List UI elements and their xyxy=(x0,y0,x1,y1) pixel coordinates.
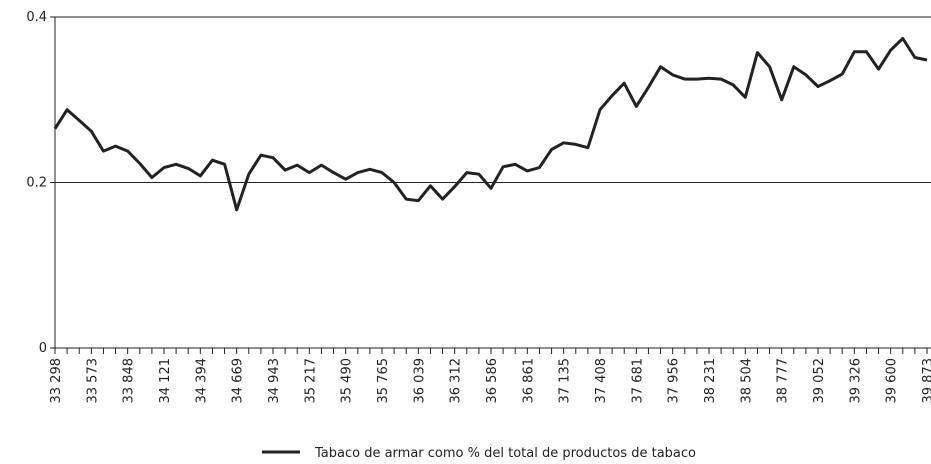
x-tick-label: 36 861 xyxy=(521,358,536,404)
series-line xyxy=(53,37,928,212)
x-tick-label: 34 394 xyxy=(194,358,209,404)
legend-label: Tabaco de armar como % del total de prod… xyxy=(314,446,696,461)
x-tick-label: 37 135 xyxy=(558,358,573,404)
x-tick-label: 36 312 xyxy=(449,358,464,404)
x-tick-label: 38 777 xyxy=(776,358,791,404)
y-tick-label: 0.2 xyxy=(26,176,47,191)
x-tick-label: 39 873 xyxy=(921,358,931,404)
x-tick-label: 35 217 xyxy=(303,358,318,404)
x-tick-label: 37 408 xyxy=(594,358,609,404)
x-tick-label: 34 943 xyxy=(267,358,282,404)
x-tick-label: 39 326 xyxy=(848,358,863,404)
x-tick-label: 33 573 xyxy=(85,358,100,404)
x-tick-label: 39 052 xyxy=(812,358,827,404)
x-tick-label: 39 600 xyxy=(885,358,900,404)
x-tick-label: 34 669 xyxy=(231,358,246,404)
x-tick-label: 33 848 xyxy=(122,358,137,404)
x-tick-label: 35 490 xyxy=(340,358,355,404)
x-tick-label: 33 298 xyxy=(49,358,64,404)
x-tick-label: 38 231 xyxy=(703,358,718,404)
x-tick-label: 36 586 xyxy=(485,358,500,404)
x-tick-label: 34 121 xyxy=(158,358,173,404)
x-tick-label: 37 956 xyxy=(667,358,682,404)
x-tick-label: 35 765 xyxy=(376,358,391,404)
y-tick-label: 0 xyxy=(39,341,47,356)
y-tick-label: 0.4 xyxy=(26,10,47,25)
x-tick-label: 36 039 xyxy=(412,358,427,404)
x-tick-label: 37 681 xyxy=(630,358,645,404)
x-tick-label: 38 504 xyxy=(739,358,754,404)
